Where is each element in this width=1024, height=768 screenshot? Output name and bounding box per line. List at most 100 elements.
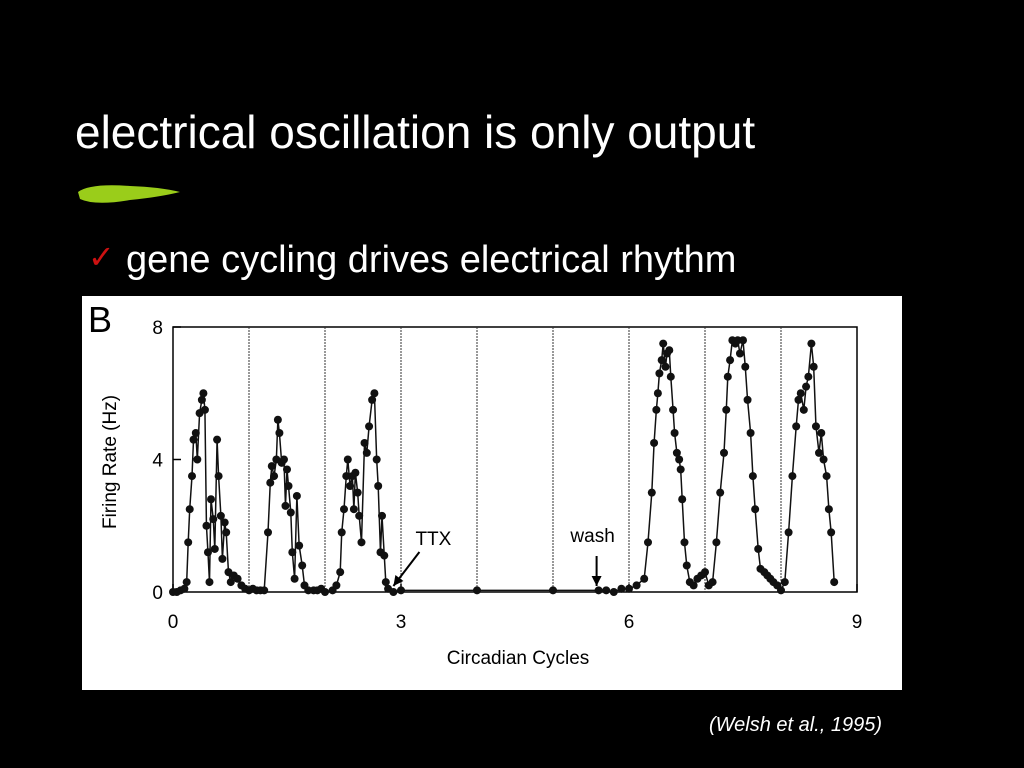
data-point xyxy=(830,578,839,587)
data-point xyxy=(222,528,231,537)
data-point xyxy=(675,455,684,464)
data-point xyxy=(191,429,200,437)
data-point xyxy=(214,472,223,481)
x-tick-label: 0 xyxy=(168,612,179,633)
data-point xyxy=(199,389,208,398)
data-point xyxy=(332,581,341,590)
data-point xyxy=(780,578,789,587)
data-point xyxy=(594,586,603,595)
data-point xyxy=(672,448,681,457)
data-point xyxy=(682,561,691,570)
data-point xyxy=(279,455,288,464)
data-point xyxy=(185,505,194,514)
data-point xyxy=(207,495,215,504)
data-point xyxy=(372,455,381,464)
data-point xyxy=(666,372,675,381)
data-point xyxy=(804,372,813,381)
data-point xyxy=(218,554,227,563)
y-axis-label: Firing Rate (Hz) xyxy=(100,395,121,529)
y-tick-label: 0 xyxy=(152,583,163,604)
check-icon: ✓ xyxy=(88,239,115,275)
figure-panel xyxy=(82,296,902,690)
data-point xyxy=(205,578,214,587)
panel-label: B xyxy=(88,299,112,340)
data-point xyxy=(220,518,229,527)
data-point xyxy=(473,586,481,595)
data-point xyxy=(355,511,364,520)
data-point xyxy=(342,472,351,481)
x-axis-label: Circadian Cycles xyxy=(447,648,590,669)
data-point xyxy=(609,588,618,596)
data-point xyxy=(381,578,390,587)
data-point xyxy=(676,465,685,474)
arrow-head xyxy=(393,575,404,586)
data-point xyxy=(670,429,679,437)
data-point xyxy=(266,478,275,487)
data-point xyxy=(680,538,689,547)
data-point xyxy=(701,568,709,577)
data-point xyxy=(180,584,189,593)
data-point xyxy=(549,586,557,595)
data-point xyxy=(270,472,279,481)
data-point xyxy=(644,538,652,547)
data-point xyxy=(655,369,664,378)
data-point xyxy=(397,586,405,595)
data-point xyxy=(337,528,346,537)
data-point xyxy=(739,336,747,345)
data-point xyxy=(799,405,808,414)
data-point xyxy=(182,578,191,587)
data-point xyxy=(784,528,793,537)
citation: (Welsh et al., 1995) xyxy=(709,714,882,736)
data-point xyxy=(353,488,362,497)
data-point xyxy=(807,339,816,348)
annotation-label: TTX xyxy=(415,529,451,550)
data-point xyxy=(284,482,293,490)
data-point xyxy=(665,346,674,355)
data-point xyxy=(809,362,818,371)
data-point xyxy=(210,544,219,553)
data-point xyxy=(209,515,218,524)
data-point xyxy=(286,508,295,517)
data-point xyxy=(720,448,728,457)
data-point xyxy=(260,586,269,595)
data-point xyxy=(193,455,202,464)
data-point xyxy=(647,488,656,497)
data-point xyxy=(602,586,611,595)
data-point xyxy=(796,389,805,398)
data-point xyxy=(188,472,196,481)
data-point xyxy=(340,505,348,514)
data-point xyxy=(653,389,662,398)
data-point xyxy=(712,538,721,547)
data-point xyxy=(817,429,826,437)
data-point xyxy=(741,362,750,371)
data-point xyxy=(748,472,757,481)
accent-stroke xyxy=(78,185,180,203)
data-point xyxy=(357,538,366,547)
data-point xyxy=(343,455,352,464)
data-point xyxy=(216,511,225,520)
data-point xyxy=(226,578,235,587)
data-point xyxy=(815,448,823,457)
data-point xyxy=(722,405,731,414)
data-point xyxy=(267,462,276,471)
data-point xyxy=(746,429,755,437)
y-tick-label: 4 xyxy=(152,451,163,472)
bullet: gene cycling drives electrical rhythm xyxy=(126,239,736,281)
data-point xyxy=(378,511,386,520)
data-point xyxy=(689,581,698,590)
data-point xyxy=(827,528,836,537)
data-point xyxy=(349,505,358,514)
y-tick-label: 8 xyxy=(152,318,163,339)
data-point xyxy=(351,468,360,477)
data-point xyxy=(661,362,670,371)
data-point xyxy=(650,438,659,447)
data-point xyxy=(298,561,307,570)
data-point xyxy=(794,395,803,404)
data-point xyxy=(819,455,828,464)
x-tick-label: 9 xyxy=(852,612,863,633)
data-point xyxy=(735,349,744,358)
data-point xyxy=(202,521,211,530)
data-point xyxy=(295,541,304,550)
data-point xyxy=(264,528,272,537)
